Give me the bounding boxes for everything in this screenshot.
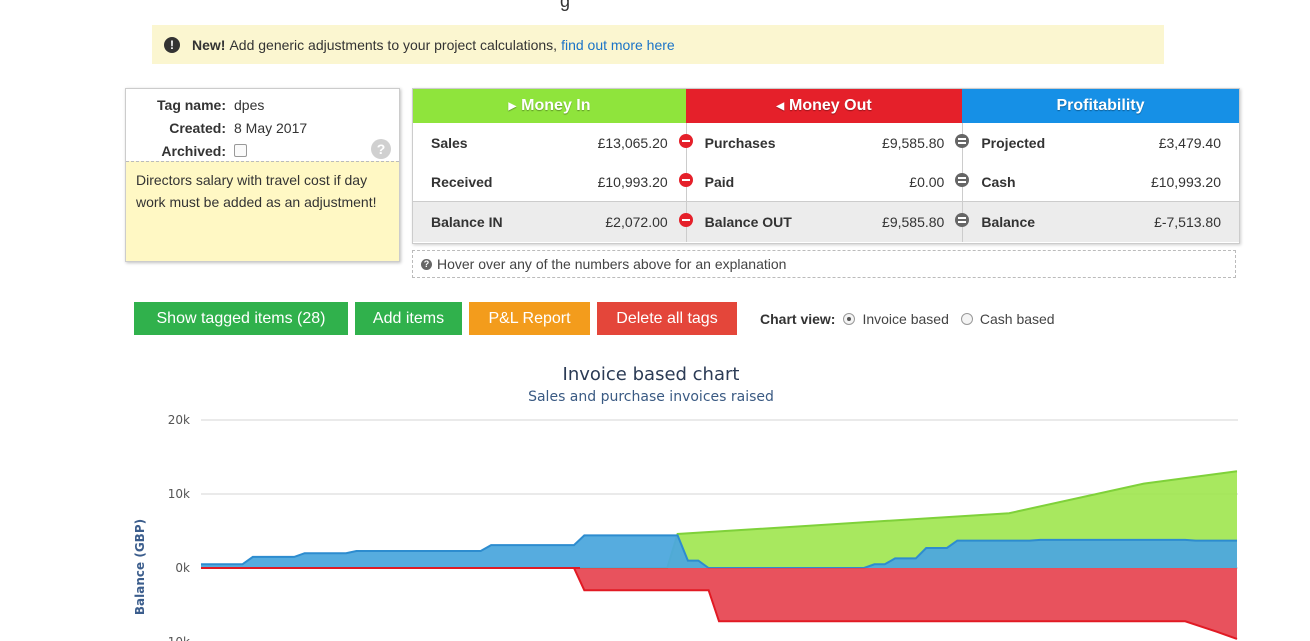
received-row: Received £10,993.20 bbox=[413, 162, 686, 201]
balance-row: Balance £-7,513.80 bbox=[963, 201, 1240, 242]
received-label: Received bbox=[431, 173, 493, 190]
profitability-column: Projected £3,479.40 Cash £10,993.20 Bala… bbox=[955, 123, 1240, 242]
chart-view-label: Chart view: bbox=[760, 311, 836, 327]
y-tick-label: 10k bbox=[168, 487, 190, 501]
tag-name-value: dpes bbox=[234, 96, 265, 113]
series-line-1 bbox=[201, 534, 1237, 569]
series-line-2 bbox=[201, 567, 1238, 640]
exclamation-icon: ! bbox=[164, 36, 180, 53]
balance-out-label: Balance OUT bbox=[704, 214, 792, 230]
projected-label: Projected bbox=[981, 134, 1046, 151]
pl-report-button[interactable]: P&L Report bbox=[469, 302, 590, 335]
notice-text: Add generic adjustments to your project … bbox=[229, 36, 558, 53]
tag-info-box: Tag name: dpes Created: 8 May 2017 Archi… bbox=[125, 88, 400, 262]
find-out-more-link[interactable]: find out more here bbox=[561, 36, 675, 53]
caret-left-icon: ◀ bbox=[776, 100, 785, 112]
y-tick-label: 0k bbox=[175, 561, 190, 575]
hover-hint: ? Hover over any of the numbers above fo… bbox=[412, 250, 1236, 278]
hover-hint-text: Hover over any of the numbers above for … bbox=[437, 256, 787, 272]
created-value: 8 May 2017 bbox=[234, 119, 308, 136]
balance-out-value[interactable]: £9,585.80 bbox=[882, 214, 945, 230]
balance-label: Balance bbox=[981, 214, 1036, 230]
profitability-title: Profitability bbox=[1056, 97, 1145, 114]
money-summary-table: ▶ Money In ◀ Money Out Profitability Sal… bbox=[412, 88, 1240, 244]
money-in-title: Money In bbox=[521, 97, 591, 114]
purchases-label: Purchases bbox=[704, 134, 776, 151]
tag-name-label: Tag name: bbox=[157, 96, 226, 113]
paid-row: Paid £0.00 bbox=[687, 162, 963, 201]
notice-strong: New! bbox=[192, 36, 226, 53]
new-feature-notice: ! New! Add generic adjustments to your p… bbox=[152, 25, 1164, 64]
purchases-value[interactable]: £9,585.80 bbox=[882, 134, 945, 151]
sales-row: Sales £13,065.20 bbox=[413, 123, 686, 162]
balance-out-row: Balance OUT £9,585.80 bbox=[686, 201, 963, 242]
minus-icon bbox=[678, 134, 693, 148]
y-axis-label: Balance (GBP) bbox=[133, 519, 147, 615]
balance-in-label: Balance IN bbox=[431, 214, 503, 230]
purchases-row: Purchases £9,585.80 bbox=[687, 123, 963, 162]
invoice-based-radio[interactable] bbox=[843, 313, 856, 325]
sales-label: Sales bbox=[431, 134, 468, 151]
series-area-2[interactable] bbox=[201, 568, 1237, 639]
minus-icon bbox=[678, 213, 693, 227]
page-heading-cut: g bbox=[560, 0, 571, 11]
delete-all-tags-button[interactable]: Delete all tags bbox=[597, 302, 737, 335]
chart-view-selector: Chart view: Invoice based Cash based bbox=[760, 311, 1067, 327]
invoice-based-option[interactable]: Invoice based bbox=[843, 311, 949, 327]
paid-value[interactable]: £0.00 bbox=[909, 173, 945, 190]
money-in-column: Sales £13,065.20 Received £10,993.20 Bal… bbox=[413, 123, 686, 242]
balance-in-row: Balance IN £2,072.00 bbox=[413, 201, 686, 242]
sales-value[interactable]: £13,065.20 bbox=[597, 134, 668, 151]
money-out-header: ◀ Money Out bbox=[686, 89, 962, 123]
created-label: Created: bbox=[169, 119, 226, 136]
y-tick-label: 20k bbox=[168, 413, 190, 427]
invoice-based-label[interactable]: Invoice based bbox=[862, 311, 949, 327]
balance-value[interactable]: £-7,513.80 bbox=[1154, 214, 1222, 230]
cash-row: Cash £10,993.20 bbox=[963, 162, 1239, 201]
question-icon: ? bbox=[421, 258, 432, 270]
chart-title: Invoice based chart bbox=[562, 364, 740, 385]
equals-icon bbox=[955, 173, 970, 187]
cash-based-option[interactable]: Cash based bbox=[960, 311, 1055, 327]
caret-right-icon: ▶ bbox=[508, 100, 517, 112]
y-tick-label: -10k bbox=[163, 635, 190, 641]
archived-label: Archived: bbox=[161, 142, 226, 159]
question-icon[interactable]: ? bbox=[371, 139, 391, 159]
show-tagged-items-button[interactable]: Show tagged items (28) bbox=[134, 302, 348, 335]
projected-value[interactable]: £3,479.40 bbox=[1158, 134, 1222, 151]
series-area-1[interactable] bbox=[201, 535, 1237, 568]
paid-label: Paid bbox=[704, 173, 735, 190]
equals-icon bbox=[955, 134, 970, 148]
cash-based-label[interactable]: Cash based bbox=[979, 311, 1055, 327]
minus-icon bbox=[678, 173, 693, 187]
chart-subtitle: Sales and purchase invoices raised bbox=[528, 389, 774, 405]
received-value[interactable]: £10,993.20 bbox=[597, 173, 668, 190]
equals-icon bbox=[955, 213, 970, 227]
cash-label: Cash bbox=[981, 173, 1016, 190]
balance-in-value[interactable]: £2,072.00 bbox=[605, 214, 668, 230]
add-items-button[interactable]: Add items bbox=[355, 302, 462, 335]
cash-based-radio[interactable] bbox=[960, 313, 973, 325]
projected-row: Projected £3,479.40 bbox=[963, 123, 1239, 162]
cash-value[interactable]: £10,993.20 bbox=[1150, 173, 1222, 190]
tag-description[interactable]: Directors salary with travel cost if day… bbox=[126, 161, 399, 261]
money-in-header: ▶ Money In bbox=[413, 89, 686, 123]
money-out-title: Money Out bbox=[789, 97, 872, 114]
money-out-column: Purchases £9,585.80 Paid £0.00 Balance O… bbox=[678, 123, 963, 242]
archived-checkbox[interactable] bbox=[234, 144, 247, 157]
profitability-header: Profitability bbox=[962, 89, 1239, 123]
